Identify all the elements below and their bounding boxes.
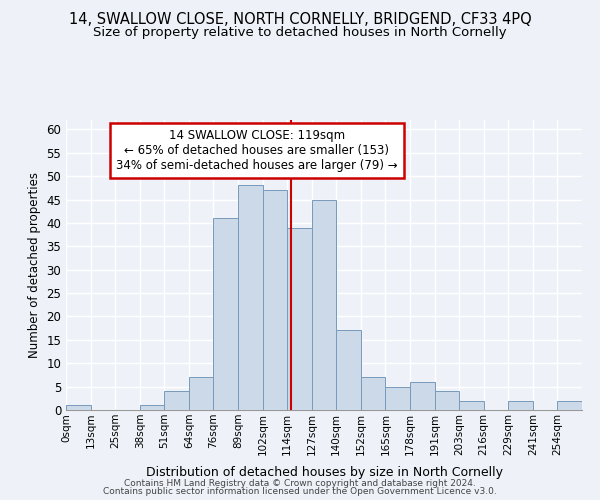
Y-axis label: Number of detached properties: Number of detached properties xyxy=(28,172,41,358)
Text: 14, SWALLOW CLOSE, NORTH CORNELLY, BRIDGEND, CF33 4PQ: 14, SWALLOW CLOSE, NORTH CORNELLY, BRIDG… xyxy=(68,12,532,28)
Bar xyxy=(410,382,434,410)
Bar xyxy=(164,392,189,410)
Bar xyxy=(459,400,484,410)
Bar xyxy=(434,392,459,410)
Bar xyxy=(214,218,238,410)
X-axis label: Distribution of detached houses by size in North Cornelly: Distribution of detached houses by size … xyxy=(146,466,503,479)
Text: Contains public sector information licensed under the Open Government Licence v3: Contains public sector information licen… xyxy=(103,487,497,496)
Bar xyxy=(263,190,287,410)
Bar xyxy=(361,378,385,410)
Bar xyxy=(66,406,91,410)
Bar xyxy=(287,228,312,410)
Bar xyxy=(557,400,582,410)
Text: Contains HM Land Registry data © Crown copyright and database right 2024.: Contains HM Land Registry data © Crown c… xyxy=(124,478,476,488)
Bar xyxy=(238,186,263,410)
Bar xyxy=(336,330,361,410)
Bar xyxy=(140,406,164,410)
Text: Size of property relative to detached houses in North Cornelly: Size of property relative to detached ho… xyxy=(93,26,507,39)
Bar xyxy=(189,378,214,410)
Bar xyxy=(508,400,533,410)
Text: 14 SWALLOW CLOSE: 119sqm
← 65% of detached houses are smaller (153)
34% of semi-: 14 SWALLOW CLOSE: 119sqm ← 65% of detach… xyxy=(116,128,398,172)
Bar xyxy=(385,386,410,410)
Bar xyxy=(312,200,336,410)
